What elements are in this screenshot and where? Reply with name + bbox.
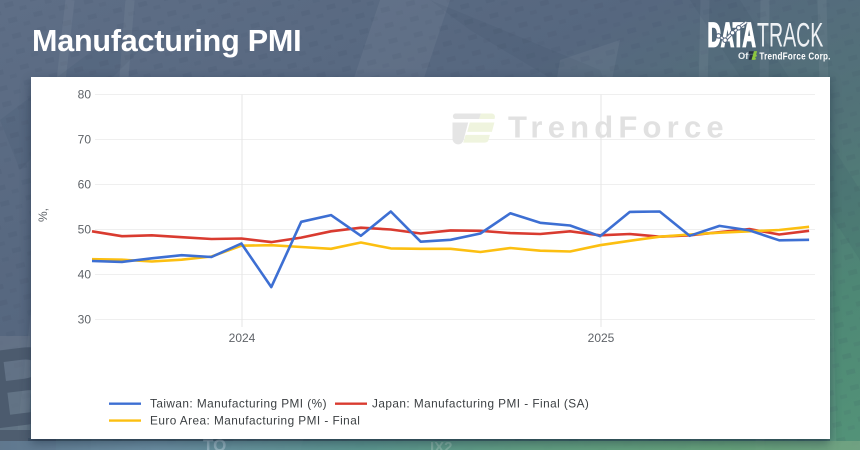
svg-text:60: 60 [78,178,92,192]
svg-text:TrendForce Corp.: TrendForce Corp. [759,50,830,61]
svg-text:DATA: DATA [708,15,756,54]
svg-text:IX2: IX2 [430,439,453,450]
svg-text:Japan: Manufacturing PMI - Fin: Japan: Manufacturing PMI - Final (SA) [372,397,589,411]
svg-text:80: 80 [78,88,92,102]
svg-text:50: 50 [78,223,92,237]
svg-text:40: 40 [78,268,92,282]
svg-text:2025: 2025 [588,331,615,345]
svg-text:TO: TO [203,436,226,450]
svg-text:2024: 2024 [229,331,256,345]
svg-text:Of: Of [738,51,749,61]
svg-text:70: 70 [78,133,92,147]
svg-text:Euro Area: Manufacturing PMI -: Euro Area: Manufacturing PMI - Final [150,413,360,427]
svg-text:TrendForce: TrendForce [508,110,729,145]
svg-text:TRACK: TRACK [757,16,824,54]
svg-text:30: 30 [78,313,92,327]
svg-text:Taiwan: Manufacturing PMI (%): Taiwan: Manufacturing PMI (%) [150,397,327,411]
svg-text:%,: %, [36,208,50,222]
